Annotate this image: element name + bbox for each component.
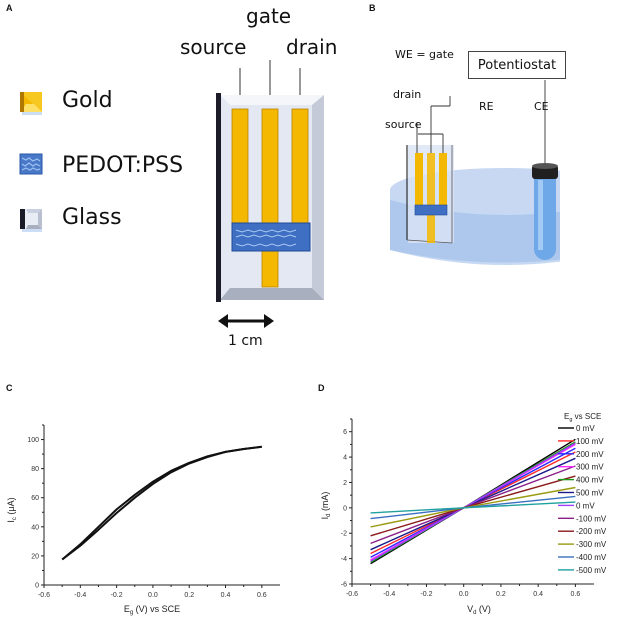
chart-c-y-tick-label: 20 <box>31 553 39 560</box>
chart-d-x-tick-label: 0.2 <box>496 591 506 598</box>
chart-c-y-tick-label: 80 <box>31 466 39 473</box>
chart-d-y-tick-label: -6 <box>341 582 347 589</box>
glass-swatch-icon <box>18 207 46 233</box>
we-gate-label: WE = gate <box>395 48 454 61</box>
chart-c-y-tick-label: 0 <box>35 583 39 590</box>
chart-d-legend-label: 100 mV <box>576 437 604 446</box>
chart-c-x-tick-label: 0.0 <box>148 592 158 599</box>
chart-c-x-tick-label: -0.6 <box>38 592 50 599</box>
source-label-b: source <box>385 118 422 131</box>
ce-label: CE <box>534 100 549 113</box>
chart-d-legend-label: -100 mV <box>576 514 607 523</box>
chart-d-y-tick-label: 4 <box>343 455 347 462</box>
chart-c-series-reverse <box>61 445 262 561</box>
chart-c-x-tick-label: -0.2 <box>111 592 123 599</box>
scale-bar-label: 1 cm <box>228 333 263 349</box>
legend-pedot-label: PEDOT:PSS <box>62 153 184 178</box>
chart-d-x-axis-label: Vd (V) <box>467 604 491 616</box>
source-lead-label: source <box>180 35 247 59</box>
gate-lead-label: gate <box>246 4 292 28</box>
chart-d-output-curves: -0.6 -0.4 -0.2 0.0 0.2 0.4 0.6 -6 -4 -2 0 2 4 6 Eg vs … <box>320 412 607 616</box>
chart-d-y-axis-label: Id (mA) <box>320 492 332 520</box>
otft-device-schematic <box>216 60 324 302</box>
chart-d-x-tick-label: 0.4 <box>533 591 543 598</box>
chart-c-transfer-curve: -0.6 -0.4 -0.2 0.0 0.2 0.4 0.6 0 20 40 60 80 100 Eg (… <box>6 424 280 616</box>
chart-c-x-tick-label: 0.4 <box>221 592 231 599</box>
panel-c-label: C <box>6 383 13 393</box>
chart-d-x-tick-label: -0.4 <box>383 591 395 598</box>
chart-d-series-7 <box>370 442 576 562</box>
chart-c-x-tick-label: -0.4 <box>74 592 86 599</box>
pedot-pss-channel <box>231 222 311 252</box>
chart-c-series-forward <box>61 445 262 561</box>
chart-d-x-tick-label: 0.0 <box>459 591 469 598</box>
chart-c-y-tick-label: 60 <box>31 495 39 502</box>
chart-c-y-tick-label: 100 <box>27 437 39 444</box>
panel-b-label: B <box>369 3 376 13</box>
chart-d-x-tick-label: 0.6 <box>571 591 581 598</box>
chart-d-x-tick-label: -0.6 <box>346 591 358 598</box>
legend-glass-label: Glass <box>62 205 122 230</box>
chart-c-x-tick-label: 0.6 <box>257 592 267 599</box>
chart-d-legend-label: -200 mV <box>576 527 607 536</box>
chart-d-legend-label: -400 mV <box>576 553 607 562</box>
chart-c-x-tick-label: 0.2 <box>184 592 194 599</box>
reference-electrode <box>532 163 558 260</box>
chart-d-legend-title: Eg vs SCE <box>564 412 601 423</box>
legend-gold-label: Gold <box>62 88 113 113</box>
panel-d-label: D <box>318 383 325 393</box>
chart-d-y-tick-label: 2 <box>343 480 347 487</box>
panel-a-label: A <box>6 3 13 13</box>
potentiostat-box: Potentiostat <box>468 51 566 79</box>
chart-c-x-axis-label: Eg (V) vs SCE <box>124 604 180 616</box>
chart-d-legend-label: 0 mV <box>576 424 595 433</box>
re-label: RE <box>479 100 494 113</box>
chart-d-y-tick-label: 0 <box>343 505 347 512</box>
chart-d-legend-label: 300 mV <box>576 463 604 472</box>
chart-d-series-12 <box>370 501 576 514</box>
chart-d-legend-label: 0 mV <box>576 501 595 510</box>
drain-lead-label: drain <box>286 35 338 59</box>
chart-d-y-tick-label: -2 <box>341 531 347 538</box>
chart-c-y-axis-label: Ic (μA) <box>6 497 18 522</box>
chart-d-legend-label: -500 mV <box>576 566 607 575</box>
chart-d-legend-label: 200 mV <box>576 450 604 459</box>
chart-d-legend-label: 500 mV <box>576 489 604 498</box>
chart-d-y-tick-label: 6 <box>343 429 347 436</box>
gold-swatch-icon <box>18 90 46 116</box>
drain-label-b: drain <box>393 88 422 101</box>
chart-d-legend-label: -300 mV <box>576 540 607 549</box>
pedot-swatch-icon <box>18 152 46 178</box>
electrochemical-cell-schematic <box>390 80 560 265</box>
scale-bar-arrow-icon <box>218 314 274 328</box>
chart-c-y-tick-label: 40 <box>31 524 39 531</box>
device-in-cell <box>406 145 454 244</box>
chart-d-x-tick-label: -0.2 <box>420 591 432 598</box>
chart-d-legend-label: 400 mV <box>576 476 604 485</box>
chart-d-y-tick-label: -4 <box>341 556 347 563</box>
